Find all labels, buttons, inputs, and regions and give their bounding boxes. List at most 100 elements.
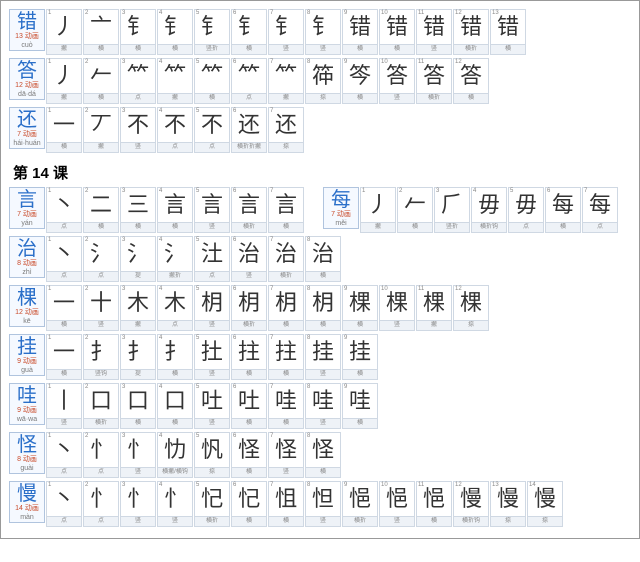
stroke-number: 5 [196,384,199,391]
head-pinyin: guài [10,464,44,473]
head-pinyin: yán [10,219,44,228]
stroke-glyph: 治 [306,237,340,271]
stroke-name: 竖 [306,44,340,54]
stroke-number: 12 [455,286,462,293]
stroke-cell: 3不竖 [120,107,156,153]
stroke-name: 点 [195,271,229,281]
stroke-name: 竖 [47,418,81,428]
stroke-glyph: 错 [343,10,377,44]
head-character: 挂 [10,336,44,358]
stroke-cell: 10答竖 [379,58,415,104]
stroke-cell: 5枂竖 [194,285,230,331]
head-pinyin: zhì [10,268,44,277]
stroke-name: 竖 [121,516,155,526]
stroke-number: 7 [270,286,273,293]
head-character: 治 [10,238,44,260]
stroke-number: 2 [85,10,88,17]
head-character: 言 [10,189,44,211]
stroke-cell: 2十竖 [83,285,119,331]
stroke-name: 点 [195,142,229,152]
stroke-cell: 4钅横 [157,9,193,55]
stroke-glyph: 丶 [47,237,81,271]
stroke-number: 1 [48,433,51,440]
stroke-cell: 1丨竖 [46,383,82,429]
stroke-number: 5 [510,188,513,195]
stroke-cell: 6治竖 [231,236,267,282]
stroke-cell: 2𠂉横 [397,187,433,233]
stroke-name: 提 [121,369,155,379]
stroke-name: 横折 [269,271,303,281]
stroke-cell: 4⺮撇 [157,58,193,104]
stroke-glyph: 𠂉 [398,188,432,222]
stroke-glyph: ⺁ [435,188,469,222]
stroke-name: 横撇/横钩 [158,467,192,477]
stroke-cell: 3忄竖 [120,432,156,478]
stroke-cell: 1一横 [46,285,82,331]
stroke-glyph: 钅 [232,10,266,44]
stroke-number: 11 [418,286,424,293]
head-character: 错 [10,11,44,33]
stroke-order-row: 答12 动画dā·dá1丿撇2𠂉横3⺮点4⺮撇5⺮横6⺮点7⺮撇8筗捺9笒横10… [9,58,631,105]
stroke-glyph: 吐 [232,384,266,418]
stroke-number: 1 [48,384,51,391]
stroke-name: 捺 [491,516,525,526]
stroke-cell: 7还捺 [268,107,304,153]
stroke-number: 2 [85,482,88,489]
stroke-glyph: 枂 [232,286,266,320]
head-character: 慢 [10,483,44,505]
stroke-name: 撇折 [158,271,192,281]
char-head: 每7 动画měi [323,187,359,229]
head-strokes: 7 动画 [324,211,358,219]
stroke-number: 7 [584,188,587,195]
stroke-number: 3 [436,188,439,195]
head-strokes: 13 动画 [10,33,44,41]
stroke-cell: 4忄竖 [157,481,193,527]
stroke-glyph: ⺮ [195,59,229,93]
stroke-name: 横 [269,320,303,330]
stroke-name: 横 [232,467,266,477]
stroke-name: 横折钩 [472,222,506,232]
stroke-glyph: 忇 [158,433,192,467]
stroke-name: 竖 [232,271,266,281]
stroke-name: 横 [343,44,377,54]
stroke-glyph: 枂 [195,286,229,320]
stroke-name: 横 [343,93,377,103]
char-head: 棵12 动画kē [9,285,45,327]
stroke-name: 横 [306,271,340,281]
stroke-glyph: 口 [158,384,192,418]
stroke-cell: 3⺮点 [120,58,156,104]
stroke-name: 横 [306,467,340,477]
stroke-glyph: 氵 [121,237,155,271]
stroke-name: 横 [47,320,81,330]
stroke-cell: 9笒横 [342,58,378,104]
stroke-name: 横折 [232,222,266,232]
stroke-number: 11 [418,482,424,489]
stroke-glyph: 不 [121,108,155,142]
stroke-cell: 10棵竖 [379,285,415,331]
stroke-number: 14 [529,482,536,489]
stroke-cell: 11错竖 [416,9,452,55]
stroke-name: 竖 [306,516,340,526]
stroke-name: 横 [269,516,303,526]
stroke-cell: 11悒横 [416,481,452,527]
stroke-number: 5 [196,188,199,195]
head-pinyin: dā·dá [10,90,44,99]
stroke-name: 横 [232,516,266,526]
stroke-glyph: 丨 [47,384,81,418]
stroke-cell: 7⺮撇 [268,58,304,104]
stroke-order-row: 哇9 动画wā·wa1丨竖2口横折3口横4口横5吐竖6吐横7哇横8哇竖9哇横 [9,383,631,430]
stroke-number: 1 [362,188,365,195]
stroke-name: 横 [84,222,118,232]
stroke-glyph: 不 [158,108,192,142]
stroke-number: 4 [159,237,162,244]
stroke-number: 6 [233,384,236,391]
stroke-cell: 1一横 [46,107,82,153]
stroke-cell: 3⺁竖折 [434,187,470,233]
stroke-number: 1 [48,59,51,66]
stroke-glyph: 言 [195,188,229,222]
stroke-cell: 5毋点 [508,187,544,233]
head-pinyin: cuò [10,41,44,50]
stroke-name: 竖 [195,418,229,428]
stroke-cell: 9棵横 [342,285,378,331]
stroke-name: 横 [158,44,192,54]
